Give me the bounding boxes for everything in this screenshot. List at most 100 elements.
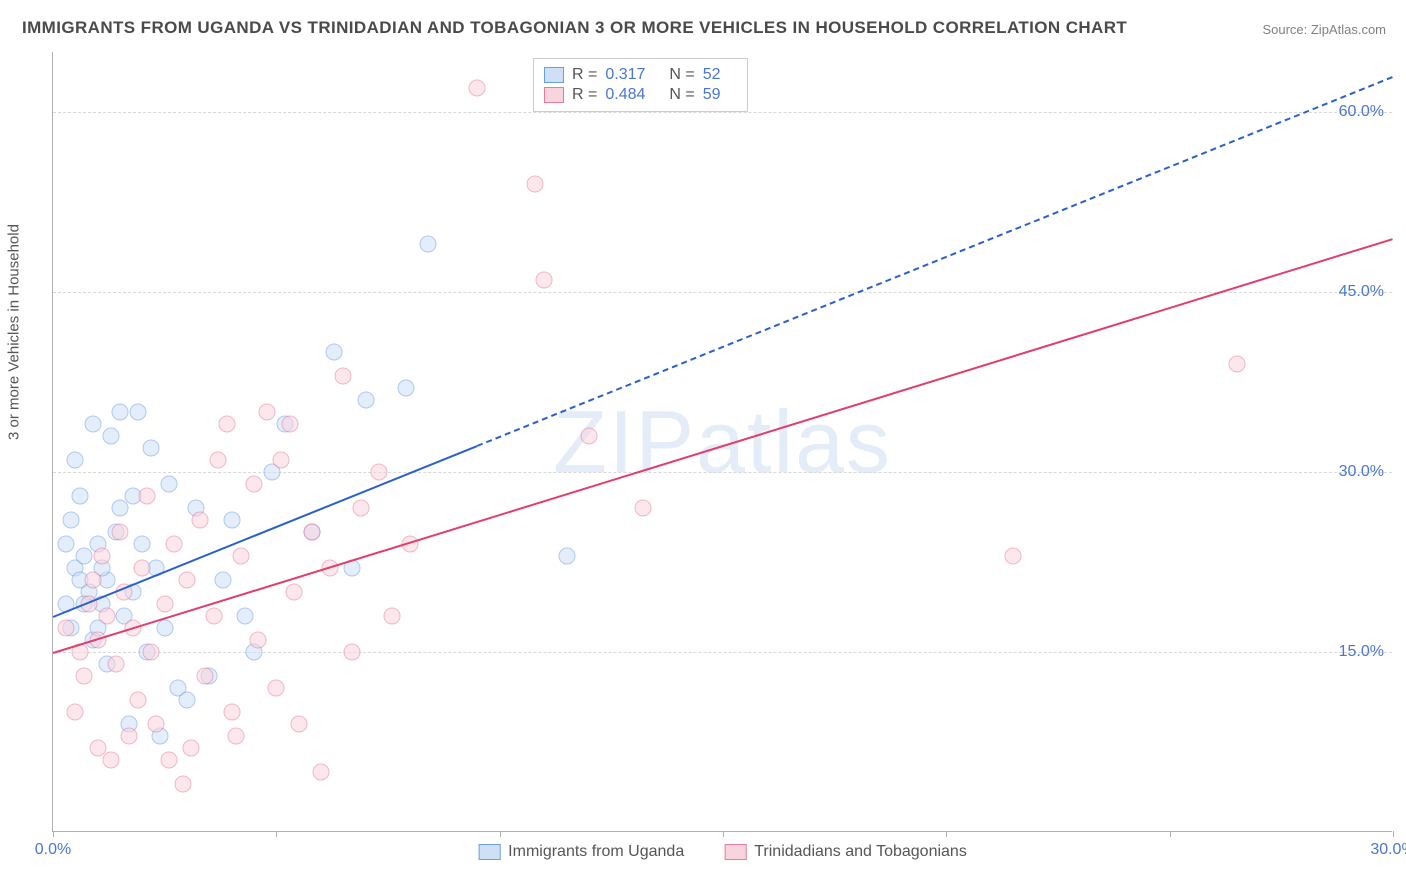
scatter-point [397,380,414,397]
legend-label: Immigrants from Uganda [508,843,684,861]
scatter-point [634,500,651,517]
scatter-point [290,716,307,733]
x-tick [946,831,947,837]
scatter-point [161,476,178,493]
scatter-point [581,428,598,445]
scatter-point [353,500,370,517]
scatter-point [76,548,93,565]
scatter-point [223,512,240,529]
stat-n-label: N = [669,86,694,104]
stat-n-label: N = [669,66,694,84]
scatter-point [112,404,129,421]
y-tick-label: 15.0% [1339,643,1384,661]
x-tick [53,831,54,837]
scatter-point [219,416,236,433]
x-tick [723,831,724,837]
scatter-point [536,272,553,289]
y-axis-label: 3 or more Vehicles in Household [6,224,23,440]
scatter-point [558,548,575,565]
stat-r-value: 0.317 [605,66,645,84]
scatter-point [62,512,79,529]
scatter-point [210,452,227,469]
x-tick [1393,831,1394,837]
y-tick-label: 30.0% [1339,463,1384,481]
scatter-point [134,560,151,577]
scatter-point [129,404,146,421]
scatter-point [304,524,321,541]
scatter-point [420,236,437,253]
y-tick-label: 45.0% [1339,283,1384,301]
legend-swatch [544,87,564,103]
scatter-point [357,392,374,409]
scatter-point [112,524,129,541]
gridline-h [53,292,1392,293]
scatter-point [272,452,289,469]
scatter-point [214,572,231,589]
stat-row: R = 0.317 N = 52 [544,66,737,84]
stat-n-value: 52 [703,66,721,84]
scatter-point [232,548,249,565]
legend-item: Trinidadians and Tobagonians [724,843,967,861]
scatter-point [138,488,155,505]
trend-line [477,76,1393,447]
scatter-point [120,728,137,745]
stat-r-value: 0.484 [605,86,645,104]
stat-row: R = 0.484 N = 59 [544,86,737,104]
source-credit: Source: ZipAtlas.com [1262,22,1386,37]
stat-r-label: R = [572,66,597,84]
scatter-point [246,476,263,493]
scatter-point [192,512,209,529]
scatter-point [165,536,182,553]
scatter-point [371,464,388,481]
scatter-point [326,344,343,361]
x-tick [500,831,501,837]
trend-line [53,238,1394,654]
scatter-point [268,680,285,697]
scatter-point [129,692,146,709]
scatter-point [89,740,106,757]
scatter-point [313,764,330,781]
gridline-h [53,112,1392,113]
scatter-point [67,704,84,721]
scatter-point [179,692,196,709]
stat-n-value: 59 [703,86,721,104]
scatter-point [58,620,75,637]
scatter-point [58,536,75,553]
scatter-point [259,404,276,421]
scatter-point [107,656,124,673]
legend-swatch [544,67,564,83]
scatter-point [143,440,160,457]
scatter-point [384,608,401,625]
x-tick-label: 30.0% [1370,841,1406,859]
scatter-point [223,704,240,721]
scatter-point [179,572,196,589]
stat-r-label: R = [572,86,597,104]
legend-swatch [478,844,500,860]
x-tick-label: 0.0% [35,841,71,859]
legend-item: Immigrants from Uganda [478,843,684,861]
scatter-point [161,752,178,769]
gridline-h [53,472,1392,473]
scatter-point [156,596,173,613]
scatter-point [228,728,245,745]
scatter-point [147,716,164,733]
x-tick [276,831,277,837]
scatter-point [76,668,93,685]
scatter-point [286,584,303,601]
scatter-point [94,548,111,565]
y-tick-label: 60.0% [1339,103,1384,121]
scatter-point [156,620,173,637]
scatter-point [183,740,200,757]
scatter-point [85,416,102,433]
scatter-point [344,644,361,661]
series-legend: Immigrants from Uganda Trinidadians and T… [478,843,967,861]
legend-swatch [724,844,746,860]
scatter-point [281,416,298,433]
watermark-text: ZIPatlas [553,391,892,493]
x-tick [1170,831,1171,837]
scatter-point [237,608,254,625]
scatter-point [527,176,544,193]
scatter-point [174,776,191,793]
scatter-point [143,644,160,661]
scatter-point [205,608,222,625]
